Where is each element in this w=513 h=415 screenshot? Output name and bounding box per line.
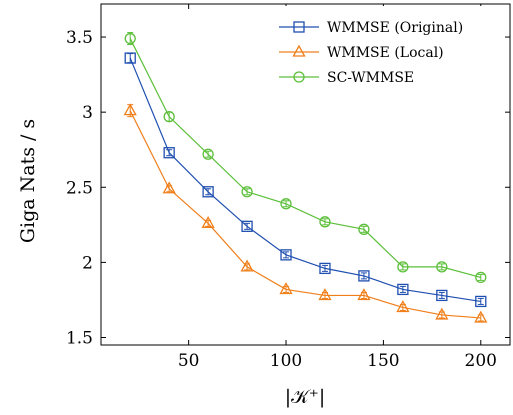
data-point <box>396 300 410 313</box>
data-point <box>318 288 332 301</box>
legend-marker <box>292 44 306 57</box>
data-point <box>475 295 487 308</box>
data-point <box>436 289 448 302</box>
data-point <box>435 307 449 320</box>
data-point <box>280 198 292 210</box>
data-point <box>358 270 370 282</box>
series-1 <box>123 103 488 323</box>
legend-marker <box>293 71 305 83</box>
legend-box <box>271 6 503 93</box>
data-point <box>397 283 409 296</box>
data-point <box>123 103 137 116</box>
series-layer <box>123 32 488 323</box>
data-point <box>162 181 176 194</box>
data-point <box>279 282 293 295</box>
y-axis-title: Giga Nats / s <box>17 119 39 243</box>
legend-label: WMMSE (Local) <box>327 45 444 61</box>
x-axis-title: |𝒦⁺| <box>285 386 325 408</box>
data-point <box>241 220 253 232</box>
data-point <box>241 186 253 198</box>
legend-marker <box>293 21 305 33</box>
series-line <box>129 110 481 319</box>
data-point <box>124 32 136 45</box>
legend: WMMSE (Original) WMMSE (Local) SC-WMMSE <box>271 6 503 93</box>
data-point <box>163 147 175 159</box>
data-point <box>280 249 292 261</box>
data-point <box>124 52 136 64</box>
data-point <box>319 262 331 275</box>
data-point <box>397 261 409 273</box>
data-point <box>240 259 254 272</box>
legend-label: SC-WMMSE <box>327 70 414 86</box>
data-point <box>357 288 371 301</box>
data-point <box>474 310 488 323</box>
data-point <box>475 271 487 284</box>
series-0 <box>124 52 487 308</box>
x-tick-label: 150 <box>367 351 399 371</box>
series-line <box>129 57 481 303</box>
x-tick-label: 100 <box>270 351 302 371</box>
data-point <box>202 186 214 198</box>
data-point <box>202 148 214 160</box>
x-tick-label: 50 <box>178 351 200 371</box>
series-line <box>129 38 481 278</box>
y-tick-label: 2 <box>82 253 93 273</box>
y-tick-label: 2.5 <box>66 178 93 198</box>
plot-frame <box>100 3 511 346</box>
y-tick-label: 3 <box>82 103 93 123</box>
y-tick-label: 3.5 <box>66 28 93 48</box>
y-tick-label: 1.5 <box>66 328 93 348</box>
x-tick-label: 200 <box>465 351 497 371</box>
plot-area: 50 100 150 200 1.5 2 2.5 3 3.5 <box>66 3 511 371</box>
data-point <box>163 111 175 123</box>
data-point <box>436 261 448 273</box>
data-point <box>358 223 370 235</box>
data-point <box>319 216 331 228</box>
series-2 <box>124 32 487 284</box>
legend-label: WMMSE (Original) <box>327 20 463 36</box>
data-point <box>201 215 215 228</box>
